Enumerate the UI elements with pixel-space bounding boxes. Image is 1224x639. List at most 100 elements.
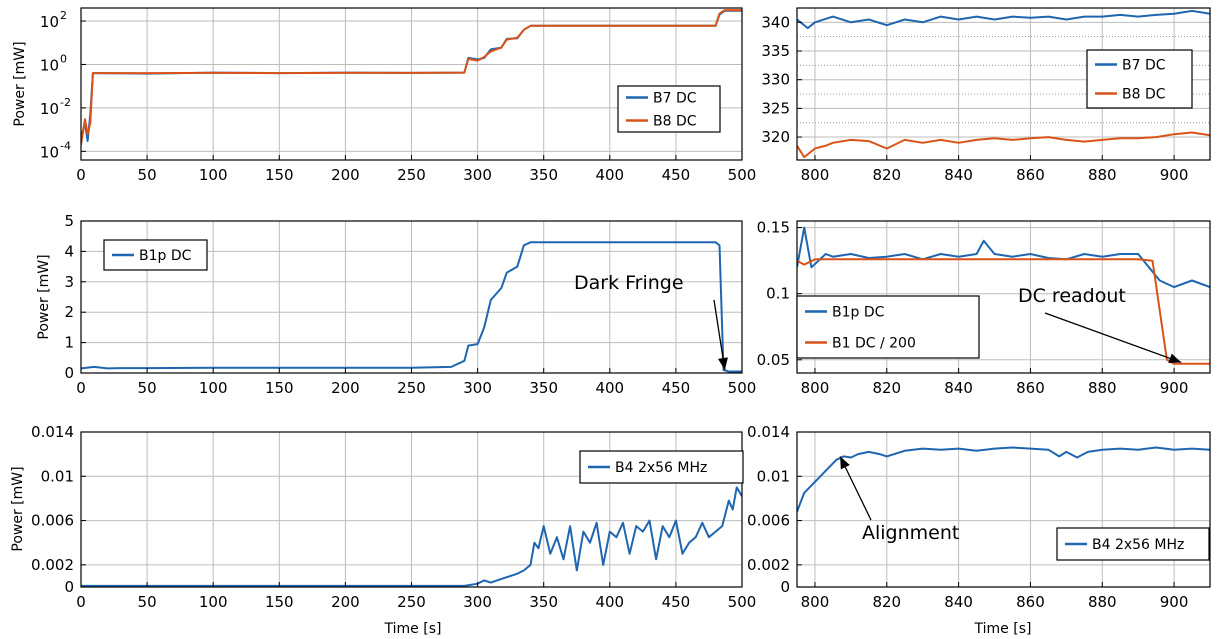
legend: B4 2x56 MHz: [1056, 527, 1210, 561]
legend: B7 DC B8 DC: [617, 85, 721, 133]
x-tick-label: 900: [1160, 166, 1189, 184]
legend: B4 2x56 MHz: [579, 450, 744, 484]
x-tick-label: 400: [595, 166, 624, 184]
y-tick-label: 0: [780, 578, 790, 596]
x-tick-label: 50: [138, 166, 157, 184]
x-tick-label: 150: [265, 593, 294, 611]
x-tick-label: 300: [463, 593, 492, 611]
y-tick-label: 0.014: [31, 423, 74, 441]
x-tick-label: 820: [872, 593, 901, 611]
legend-label: B1 DC / 200: [832, 336, 916, 352]
annotation-arrow-head: [840, 456, 850, 470]
series-group: [81, 241, 742, 373]
x-tick-label: 880: [1088, 593, 1117, 611]
y-tick-label: 0: [64, 364, 74, 382]
y-tick-label: 0.01: [757, 467, 790, 485]
x-tick-label: 150: [265, 379, 294, 397]
y-tick-label: 0.1: [766, 285, 790, 303]
y-tick-label: 0.15: [757, 219, 790, 237]
x-tick-label: 900: [1160, 379, 1189, 397]
y-axis-label: Power [mW]: [12, 41, 28, 126]
x-tick-label: 0: [76, 593, 86, 611]
legend-box: [1086, 49, 1193, 109]
x-tick-label: 840: [944, 166, 973, 184]
x-tick-label: 450: [662, 593, 691, 611]
y-tick-exponent: -2: [60, 96, 71, 109]
y-tick-label: 4: [64, 242, 74, 260]
y-tick-label: 10: [40, 13, 59, 31]
y-tick-label: 0.014: [747, 423, 790, 441]
x-axis-label: Time [s]: [974, 621, 1032, 637]
x-tick-label: 250: [397, 166, 426, 184]
x-tick-label: 880: [1088, 166, 1117, 184]
series-line-b8-dc: [81, 9, 742, 145]
annotation-arrow-head: [718, 357, 728, 370]
y-tick-label: 0: [64, 578, 74, 596]
x-tick-label: 450: [662, 379, 691, 397]
series-group: [81, 9, 742, 145]
annotation-arrow-line: [1044, 312, 1182, 364]
annotation-text: DC readout: [1018, 285, 1126, 307]
legend-box: [617, 85, 721, 133]
series-group: [797, 446, 1210, 513]
legend-box: [796, 295, 980, 359]
y-tick-label: 3: [64, 273, 74, 291]
x-tick-label: 200: [331, 166, 360, 184]
y-tick-label: 340: [761, 13, 790, 31]
annotation-text: Alignment: [862, 522, 959, 544]
series-line-b8-dc: [797, 131, 1210, 159]
y-tick-label: 1: [64, 334, 74, 352]
x-tick-label: 350: [529, 379, 558, 397]
series-line-b4-2x56-mhz: [797, 446, 1210, 513]
annotation-arrow-head: [1168, 353, 1182, 364]
x-tick-label: 840: [944, 379, 973, 397]
x-tick-label: 150: [265, 166, 294, 184]
grid: [797, 431, 1210, 588]
y-tick-label: 10: [40, 100, 59, 118]
series-group: [81, 486, 742, 587]
legend-label: B1p DC: [139, 248, 192, 264]
legend-label: B7 DC: [1122, 58, 1166, 74]
panel-b4-rf: 0 50 100 150 200 250 300 350 400 450 500 0 0.002 0.00…: [10, 423, 756, 637]
legend-label: B8 DC: [1122, 87, 1166, 103]
y-axis-label: Power [mW]: [36, 254, 52, 339]
y-tick-label: 335: [761, 42, 790, 60]
x-tick-label: 250: [397, 593, 426, 611]
y-tick-exponent: 2: [60, 9, 67, 22]
tick-labels: 800 820 840 860 880 900 320 325 330 335 340: [761, 13, 1188, 184]
annotation: Dark Fringe: [574, 272, 728, 371]
series-group: [797, 226, 1210, 365]
plot-frame: [796, 7, 1211, 161]
legend-label: B4 2x56 MHz: [1092, 537, 1184, 553]
legend: B1p DC B1 DC / 200: [796, 295, 980, 359]
grid: [797, 221, 1210, 373]
y-tick-exponent: -4: [60, 139, 71, 152]
legend: B1p DC: [103, 239, 208, 271]
y-tick-label: 0.05: [757, 351, 790, 369]
x-tick-label: 860: [1016, 379, 1045, 397]
legend-label: B1p DC: [832, 305, 885, 321]
x-tick-label: 500: [728, 593, 757, 611]
y-tick-exponent: 0: [60, 52, 67, 65]
x-tick-label: 820: [872, 166, 901, 184]
y-tick-label: 0.002: [31, 556, 74, 574]
x-tick-label: 0: [76, 166, 86, 184]
x-tick-label: 100: [199, 166, 228, 184]
y-tick-label: 0.01: [41, 467, 74, 485]
x-tick-label: 300: [463, 166, 492, 184]
x-tick-label: 800: [801, 593, 830, 611]
x-tick-label: 350: [529, 166, 558, 184]
plot-frame: [796, 431, 1211, 588]
y-tick-label: 5: [64, 212, 74, 230]
legend-label: B8 DC: [653, 114, 697, 130]
y-tick-label: 325: [761, 99, 790, 117]
x-tick-label: 100: [199, 379, 228, 397]
tick-labels: 800 820 840 860 880 900 0.05 0.1 0.15: [757, 219, 1189, 397]
x-tick-label: 200: [331, 593, 360, 611]
x-tick-label: 900: [1160, 593, 1189, 611]
tick-labels: 800 820 840 860 880 900 0 0.002 0.006 0.01 0.014: [747, 423, 1188, 611]
x-tick-label: 200: [331, 379, 360, 397]
x-tick-label: 50: [138, 593, 157, 611]
x-tick-label: 400: [595, 593, 624, 611]
